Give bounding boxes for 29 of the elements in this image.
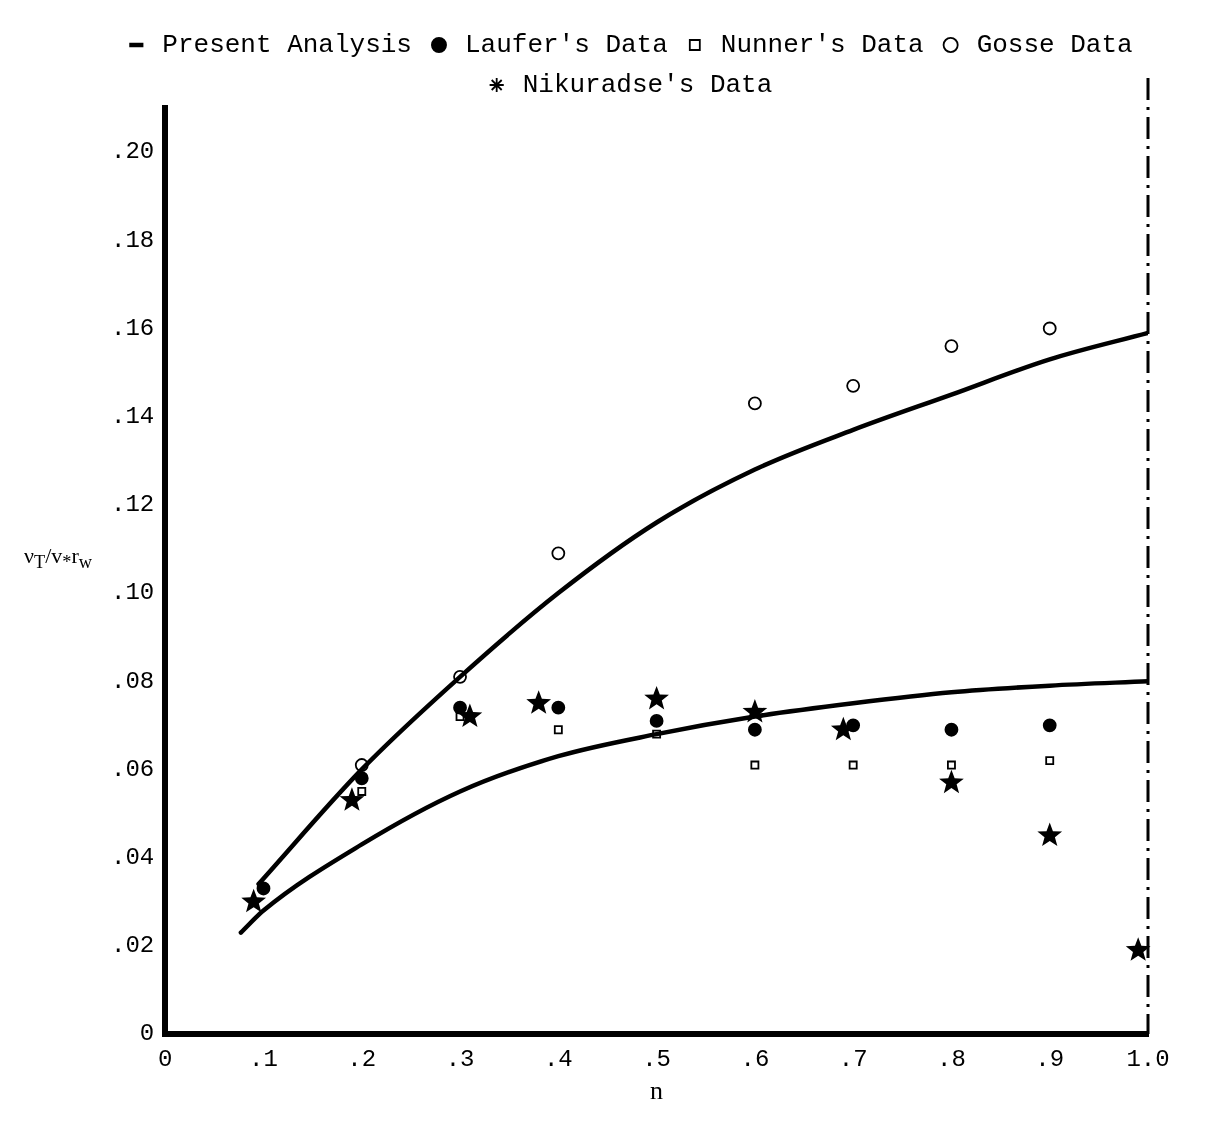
- y-tick-label: .06: [110, 755, 155, 783]
- y-tick-label: 0: [139, 1020, 155, 1048]
- legend-label: Laufer's Data: [464, 29, 668, 60]
- y-tick-label: .12: [110, 491, 155, 519]
- legend-label: Nunner's Data: [720, 29, 924, 60]
- y-tick-label: .02: [110, 932, 155, 960]
- y-tick-label: .20: [110, 138, 155, 166]
- x-tick-label: .1: [249, 1045, 278, 1073]
- x-axis-title: n: [650, 1076, 664, 1106]
- x-tick-label: .5: [642, 1045, 672, 1073]
- legend-label: Nikuradse's Data: [522, 69, 773, 100]
- x-tick-label: .8: [937, 1045, 966, 1073]
- x-tick-label: .4: [543, 1045, 573, 1073]
- x-tick-label: 1.0: [1126, 1045, 1170, 1073]
- legend-label: Gosse Data: [976, 29, 1133, 60]
- x-tick-label: .6: [740, 1045, 770, 1073]
- x-tick-label: .3: [445, 1045, 475, 1073]
- y-tick-label: .14: [110, 403, 155, 431]
- legend-label: Present Analysis: [162, 29, 412, 60]
- x-tick-label: .9: [1035, 1045, 1065, 1073]
- y-tick-label: .16: [110, 314, 155, 342]
- y-axis-title: ν$_{T}$/v$_{*}$r$_{w}$: [23, 542, 93, 574]
- y-tick-label: .04: [110, 843, 155, 871]
- y-tick-label: .10: [110, 579, 155, 607]
- y-tick-label: .18: [110, 226, 155, 254]
- x-tick-label: 0: [158, 1045, 173, 1073]
- x-tick-label: .7: [838, 1045, 868, 1073]
- y-tick-label: .08: [110, 667, 155, 695]
- x-tick-label: .2: [347, 1045, 377, 1073]
